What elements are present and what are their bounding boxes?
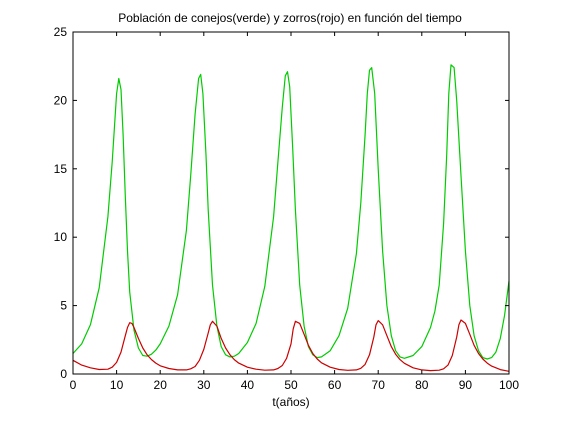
series-layer	[72, 64, 510, 372]
x-tick-label: 60	[328, 378, 342, 392]
y-tick-label: 15	[54, 162, 68, 176]
chart-title: Población de conejos(verde) y zorros(roj…	[118, 11, 462, 25]
y-tick-label: 20	[54, 93, 68, 107]
y-axis: 0 5 10 15 20 25	[54, 25, 509, 381]
y-tick-label: 25	[54, 25, 68, 39]
x-tick-label: 100	[499, 378, 519, 392]
x-tick-label: 10	[110, 378, 124, 392]
x-tick-label: 90	[459, 378, 473, 392]
x-tick-label: 0	[70, 378, 77, 392]
x-tick-label: 40	[241, 378, 255, 392]
x-axis-label: t(años)	[272, 395, 309, 409]
y-tick-label: 5	[60, 299, 67, 313]
x-tick-label: 70	[372, 378, 386, 392]
x-tick-label: 20	[154, 378, 168, 392]
plot-area	[73, 32, 509, 374]
x-axis: 0 10 20 30 40 50 60 70 80 90 100	[70, 32, 519, 392]
series-line-zorros	[72, 319, 510, 372]
x-tick-label: 80	[415, 378, 429, 392]
y-tick-label: 0	[60, 367, 67, 381]
series-line-conejos	[72, 64, 510, 360]
y-tick-label: 10	[54, 230, 68, 244]
x-tick-label: 30	[197, 378, 211, 392]
x-tick-label: 50	[284, 378, 298, 392]
